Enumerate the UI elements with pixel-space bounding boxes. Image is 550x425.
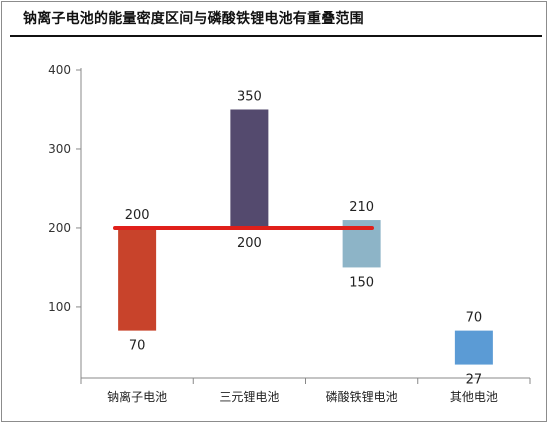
title-underline (10, 35, 542, 37)
y-tick-label: 100 (48, 300, 71, 314)
category-label: 其他电池 (450, 390, 498, 404)
data-label-low: 70 (129, 339, 146, 354)
data-label-high: 200 (125, 208, 150, 223)
chart-title: 钠离子电池的能量密度区间与磷酸铁锂电池有重叠范围 (23, 11, 364, 27)
y-tick-label: 200 (48, 221, 71, 235)
category-label: 钠离子电池 (107, 389, 167, 404)
y-tick-label: 400 (48, 63, 71, 77)
range-bar (454, 330, 493, 365)
range-bar (118, 227, 157, 331)
data-label-low: 200 (237, 236, 262, 251)
range-bar (230, 109, 269, 228)
data-label-high: 350 (237, 89, 262, 104)
bars (118, 109, 493, 365)
y-tick-label: 300 (48, 142, 71, 156)
data-label-low: 27 (466, 373, 483, 388)
category-label: 三元锂电池 (219, 389, 279, 404)
data-label-high: 210 (349, 200, 374, 215)
axes: 100 200 300 400 钠离子电池 三元锂电池 磷酸铁锂电池 其他电池 (48, 63, 531, 404)
category-label: 磷酸铁锂电池 (326, 389, 398, 404)
data-label-low: 150 (349, 275, 374, 290)
data-label-high: 70 (466, 311, 483, 326)
data-labels: 200 70 350 200 210 150 70 27 (125, 89, 482, 387)
